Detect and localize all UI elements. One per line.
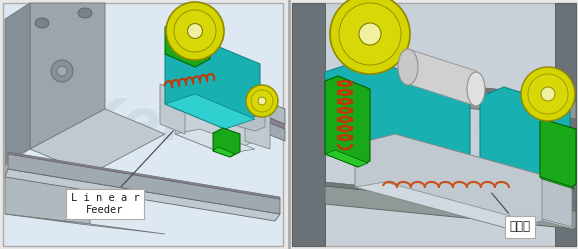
Ellipse shape (258, 97, 266, 105)
Polygon shape (8, 152, 280, 199)
Polygon shape (165, 39, 260, 129)
Polygon shape (213, 128, 240, 157)
Polygon shape (245, 103, 270, 149)
Ellipse shape (541, 87, 555, 101)
Polygon shape (325, 182, 576, 211)
Ellipse shape (246, 85, 278, 117)
Polygon shape (230, 102, 285, 129)
Polygon shape (542, 161, 572, 227)
Text: L i n e a r
Feeder: L i n e a r Feeder (71, 131, 173, 215)
Polygon shape (5, 169, 280, 221)
Polygon shape (325, 59, 470, 187)
Polygon shape (325, 72, 576, 101)
Polygon shape (542, 219, 574, 229)
Polygon shape (540, 177, 574, 189)
Polygon shape (230, 107, 285, 141)
Polygon shape (5, 3, 30, 164)
Ellipse shape (187, 23, 202, 39)
Polygon shape (540, 119, 576, 187)
Ellipse shape (330, 0, 410, 74)
Polygon shape (213, 147, 235, 157)
Polygon shape (175, 104, 260, 154)
Text: Keit: Keit (369, 96, 499, 152)
Polygon shape (325, 144, 465, 187)
Polygon shape (325, 150, 368, 167)
Polygon shape (230, 87, 285, 124)
Ellipse shape (251, 90, 273, 112)
Ellipse shape (398, 49, 418, 85)
Ellipse shape (521, 67, 575, 121)
Ellipse shape (51, 60, 73, 82)
Polygon shape (160, 84, 185, 134)
Polygon shape (292, 3, 576, 246)
Ellipse shape (166, 2, 224, 60)
Polygon shape (30, 3, 105, 149)
Ellipse shape (57, 66, 67, 76)
Ellipse shape (78, 8, 92, 18)
Polygon shape (355, 134, 550, 229)
Polygon shape (408, 49, 476, 106)
Polygon shape (555, 3, 576, 246)
Ellipse shape (528, 74, 568, 114)
Polygon shape (30, 109, 165, 174)
Polygon shape (165, 19, 210, 67)
Polygon shape (325, 186, 576, 229)
Polygon shape (175, 129, 255, 154)
Polygon shape (175, 74, 265, 131)
Polygon shape (5, 214, 165, 234)
Ellipse shape (467, 72, 485, 106)
Polygon shape (5, 164, 90, 224)
Polygon shape (8, 154, 280, 214)
Polygon shape (3, 3, 283, 246)
Polygon shape (325, 76, 576, 119)
Polygon shape (325, 76, 370, 167)
Ellipse shape (339, 3, 401, 65)
Polygon shape (165, 94, 255, 129)
Ellipse shape (174, 10, 216, 52)
Ellipse shape (35, 18, 49, 28)
Text: Keit: Keit (80, 96, 210, 152)
Polygon shape (355, 182, 540, 229)
Ellipse shape (359, 23, 381, 45)
Polygon shape (480, 87, 570, 184)
Polygon shape (292, 3, 325, 246)
Text: 측정부: 측정부 (492, 193, 531, 234)
